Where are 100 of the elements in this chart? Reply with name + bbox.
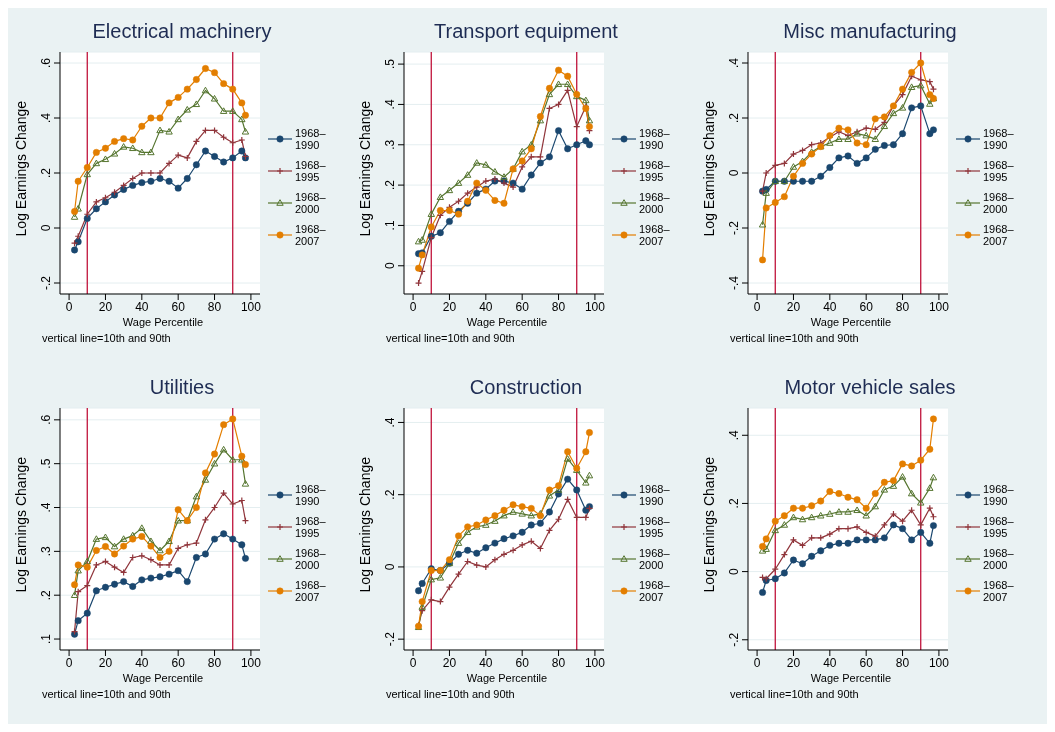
y-axis-title: Log Earnings Change xyxy=(701,101,717,237)
x-tick-label: 60 xyxy=(171,655,186,670)
y-tick-label: .6 xyxy=(39,57,53,69)
x-tick-label: 60 xyxy=(859,655,874,670)
x-tick-label: 60 xyxy=(515,655,530,670)
legend-label: 1968–1990 xyxy=(294,127,327,151)
text: vertical line=10th and 90th xyxy=(729,332,860,344)
y-tick-label: 0 xyxy=(727,567,741,575)
chart-title: Utilities xyxy=(148,376,216,400)
x-axis-title: Wage Percentile xyxy=(809,672,893,684)
text: vertical line=10th and 90th xyxy=(41,688,172,700)
y-tick-label: .5 xyxy=(383,58,397,70)
legend-label: 1968–2007 xyxy=(638,223,671,247)
legend-label: 1968–2000 xyxy=(982,547,1015,571)
x-tick-label: 40 xyxy=(823,299,837,314)
x-tick-label: 40 xyxy=(135,655,149,670)
legend-label: 1968–2007 xyxy=(982,579,1015,603)
x-axis-title: Wage Percentile xyxy=(465,672,549,684)
x-tick-label: 40 xyxy=(479,655,493,670)
y-tick-label: 0 xyxy=(39,224,53,232)
y-tick-label: .4 xyxy=(727,429,741,441)
y-tick-label: .2 xyxy=(727,498,741,509)
chart-title: Misc manufacturing xyxy=(782,20,958,44)
x-tick-label: 20 xyxy=(442,655,457,670)
x-tick-label: 100 xyxy=(928,655,950,670)
y-tick-label: -.4 xyxy=(727,275,741,291)
y-tick-label: .2 xyxy=(39,167,53,179)
y-tick-label: -.2 xyxy=(727,632,741,647)
legend-label: 1968–1995 xyxy=(638,515,671,539)
y-tick-label: .1 xyxy=(39,633,53,645)
legend-label: 1968–1990 xyxy=(982,127,1015,151)
legend-label: 1968–1990 xyxy=(982,483,1015,507)
legend-label: 1968–1990 xyxy=(638,127,671,151)
x-tick-label: 0 xyxy=(753,299,761,314)
x-tick-label: 80 xyxy=(207,299,222,314)
y-tick-label: .3 xyxy=(39,546,53,557)
chart-title: Construction xyxy=(468,376,584,400)
legend-label: 1968–2000 xyxy=(294,547,327,571)
y-tick-label: -.2 xyxy=(39,275,53,291)
x-tick-label: 0 xyxy=(65,299,73,314)
y-axis-title: Log Earnings Change xyxy=(357,101,373,237)
legend-label: 1968–2000 xyxy=(638,547,671,571)
legend-label: 1968–2000 xyxy=(294,191,327,215)
legend-label: 1968–1995 xyxy=(638,159,671,183)
legend-label: 1968–1995 xyxy=(294,515,327,539)
x-tick-label: 80 xyxy=(551,655,566,670)
y-tick-label: 0 xyxy=(383,262,397,270)
chart-title: Transport equipment xyxy=(433,20,619,44)
y-tick-label: .2 xyxy=(383,489,397,500)
x-tick-label: 60 xyxy=(171,299,186,314)
x-tick-label: 100 xyxy=(584,299,606,314)
x-tick-label: 0 xyxy=(65,655,73,670)
x-tick-label: 100 xyxy=(240,655,262,670)
x-tick-label: 80 xyxy=(551,299,566,314)
legend-label: 1968–2007 xyxy=(982,223,1015,247)
chart-title: Electrical machinery xyxy=(91,20,273,44)
y-tick-label: .2 xyxy=(383,179,397,191)
legend-label: 1968–1995 xyxy=(982,159,1015,183)
text: vertical line=10th and 90th xyxy=(385,688,516,700)
y-tick-label: .2 xyxy=(727,112,741,124)
y-tick-label: -.2 xyxy=(727,220,741,236)
x-tick-label: 20 xyxy=(98,655,113,670)
x-tick-label: 0 xyxy=(409,655,417,670)
x-tick-label: 40 xyxy=(479,299,493,314)
x-axis-title: Wage Percentile xyxy=(121,672,205,684)
x-tick-label: 20 xyxy=(442,299,457,314)
y-tick-label: .2 xyxy=(39,589,53,601)
y-tick-label: .4 xyxy=(727,57,741,69)
x-tick-label: 0 xyxy=(409,299,417,314)
x-tick-label: 40 xyxy=(823,655,837,670)
legend-label: 1968–1990 xyxy=(294,483,327,507)
x-tick-label: 0 xyxy=(753,655,761,670)
y-tick-label: 0 xyxy=(383,563,397,571)
text: vertical line=10th and 90th xyxy=(41,332,172,344)
y-axis-title: Log Earnings Change xyxy=(13,457,29,593)
legend-label: 1968–1995 xyxy=(294,159,327,183)
x-tick-label: 80 xyxy=(207,655,222,670)
x-axis-title: Wage Percentile xyxy=(465,316,549,328)
x-tick-label: 60 xyxy=(859,299,874,314)
y-tick-label: .4 xyxy=(383,417,397,428)
legend-label: 1968–2007 xyxy=(294,223,327,247)
y-tick-label: .3 xyxy=(383,139,397,150)
x-axis-title: Wage Percentile xyxy=(121,316,205,328)
x-tick-label: 20 xyxy=(786,655,801,670)
y-tick-label: .4 xyxy=(39,112,53,124)
legend-label: 1968–2007 xyxy=(294,579,327,603)
x-tick-label: 20 xyxy=(98,299,113,314)
x-axis-title: Wage Percentile xyxy=(809,316,893,328)
legend-label: 1968–2007 xyxy=(638,579,671,603)
y-tick-label: .4 xyxy=(383,99,397,110)
x-tick-label: 100 xyxy=(240,299,262,314)
y-tick-label: .4 xyxy=(39,502,53,513)
y-tick-label: .6 xyxy=(39,414,53,425)
x-tick-label: 80 xyxy=(895,299,910,314)
y-tick-label: 0 xyxy=(727,169,741,177)
x-tick-label: 100 xyxy=(928,299,950,314)
text: vertical line=10th and 90th xyxy=(385,332,516,344)
y-axis-title: Log Earnings Change xyxy=(701,457,717,593)
legend-label: 1968–2000 xyxy=(638,191,671,215)
y-tick-label: .5 xyxy=(39,458,53,469)
